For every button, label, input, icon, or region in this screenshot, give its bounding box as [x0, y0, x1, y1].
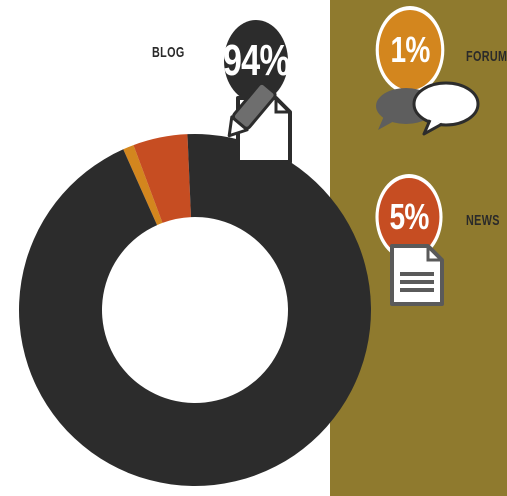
value-badge-forum: 1%	[378, 10, 442, 90]
pencil-note-icon	[227, 84, 292, 164]
legend-label-forum: FORUM	[466, 48, 507, 65]
donut-slice-blog	[18, 134, 371, 486]
data-label-blog: 94%	[222, 36, 290, 85]
document-icon	[390, 244, 444, 306]
speech-bubbles-icon	[376, 81, 480, 136]
donut-slice-forum	[123, 145, 163, 226]
donut-slice-news	[133, 134, 192, 223]
legend-label-news: NEWS	[466, 212, 500, 229]
value-badge-news: 5%	[378, 178, 440, 256]
data-label-news: 5%	[389, 196, 429, 237]
legend-label-blog: BLOG	[152, 44, 185, 61]
data-label-forum: 1%	[390, 29, 430, 70]
